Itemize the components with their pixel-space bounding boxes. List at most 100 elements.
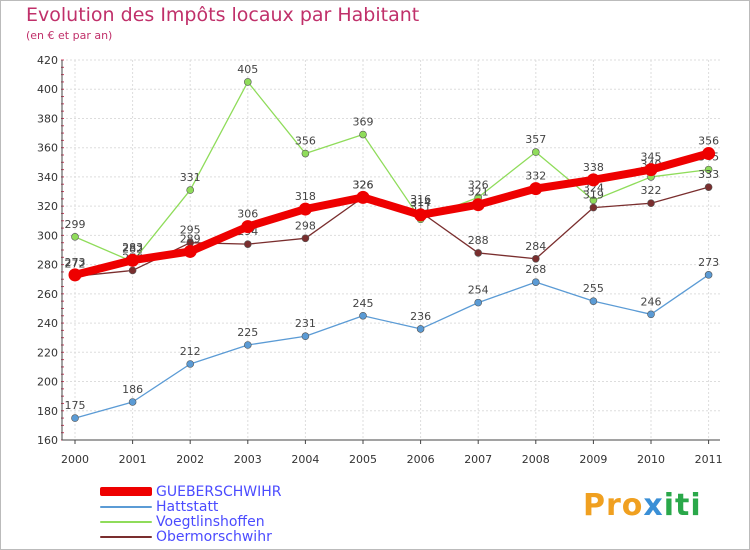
data-point bbox=[644, 163, 658, 177]
y-tick-label: 180 bbox=[37, 405, 58, 418]
data-point bbox=[301, 332, 310, 341]
x-tick-label: 2008 bbox=[522, 453, 550, 466]
legend-label: Voegtlinshoffen bbox=[156, 514, 265, 530]
data-label: 318 bbox=[295, 190, 316, 203]
data-point bbox=[359, 311, 367, 320]
data-point bbox=[244, 78, 252, 86]
data-point bbox=[186, 360, 194, 368]
data-label: 333 bbox=[698, 168, 719, 181]
x-tick-label: 2003 bbox=[234, 453, 262, 466]
y-tick-label: 400 bbox=[37, 83, 58, 96]
y-tick-label: 320 bbox=[37, 200, 58, 213]
data-point bbox=[71, 233, 79, 241]
data-label: 326 bbox=[468, 178, 489, 191]
data-label: 298 bbox=[295, 219, 316, 232]
data-label: 306 bbox=[237, 208, 258, 221]
data-point bbox=[301, 234, 310, 243]
data-label: 273 bbox=[698, 256, 719, 269]
data-label: 212 bbox=[180, 345, 201, 358]
data-label: 236 bbox=[410, 310, 431, 323]
data-label: 319 bbox=[583, 189, 604, 202]
y-tick-label: 220 bbox=[37, 346, 58, 359]
data-label: 246 bbox=[641, 295, 662, 308]
x-tick-label: 2002 bbox=[176, 453, 204, 466]
logo-part: Pro bbox=[583, 488, 644, 523]
data-point bbox=[529, 182, 543, 196]
data-point bbox=[531, 254, 540, 263]
data-point bbox=[359, 130, 367, 139]
data-point bbox=[414, 208, 428, 222]
data-label: 284 bbox=[525, 240, 546, 253]
data-label: 357 bbox=[525, 133, 546, 146]
legend-label: Hattstatt bbox=[156, 499, 219, 515]
series-line-hattstatt bbox=[74, 274, 710, 419]
data-point bbox=[416, 325, 425, 333]
data-point bbox=[71, 414, 79, 422]
y-tick-label: 160 bbox=[37, 434, 58, 447]
x-tick-label: 2001 bbox=[119, 453, 147, 466]
data-label: 225 bbox=[237, 326, 258, 339]
data-label: 268 bbox=[525, 263, 546, 276]
y-tick-label: 420 bbox=[37, 54, 58, 67]
data-point bbox=[647, 199, 655, 208]
data-point bbox=[586, 173, 600, 187]
y-tick-label: 380 bbox=[37, 112, 58, 125]
data-point bbox=[589, 297, 598, 305]
data-label: 186 bbox=[122, 383, 143, 396]
y-tick-label: 200 bbox=[37, 376, 58, 389]
data-point bbox=[589, 203, 598, 212]
y-tick-label: 280 bbox=[37, 259, 58, 272]
data-label: 356 bbox=[698, 135, 719, 148]
data-label: 288 bbox=[468, 234, 489, 247]
data-label: 326 bbox=[353, 178, 374, 191]
data-label: 295 bbox=[180, 224, 201, 237]
data-point bbox=[126, 253, 140, 267]
data-label: 314 bbox=[410, 196, 431, 209]
data-point bbox=[241, 220, 255, 234]
legend-swatch bbox=[100, 487, 152, 496]
data-label: 282 bbox=[122, 243, 143, 256]
data-point bbox=[704, 183, 713, 191]
data-label: 289 bbox=[180, 232, 201, 245]
data-point bbox=[647, 310, 655, 319]
data-label: 332 bbox=[525, 170, 546, 183]
data-point bbox=[298, 202, 312, 216]
y-tick-label: 340 bbox=[37, 171, 58, 184]
data-label: 356 bbox=[295, 135, 316, 148]
legend-swatch bbox=[100, 506, 152, 508]
data-point bbox=[531, 278, 540, 286]
logo-part: x bbox=[643, 488, 664, 523]
legend-swatch bbox=[100, 536, 152, 538]
x-tick-label: 2004 bbox=[291, 453, 319, 466]
legend-swatch bbox=[100, 521, 152, 523]
data-point bbox=[531, 148, 540, 156]
y-tick-label: 360 bbox=[37, 142, 58, 155]
data-label: 231 bbox=[295, 317, 316, 330]
data-label: 326 bbox=[353, 178, 374, 191]
legend-label: Obermorschwihr bbox=[156, 529, 272, 545]
data-label: 322 bbox=[641, 184, 662, 197]
data-label: 299 bbox=[65, 218, 86, 231]
data-point bbox=[128, 266, 137, 275]
data-point bbox=[68, 268, 82, 282]
data-label: 245 bbox=[353, 297, 374, 310]
data-label: 338 bbox=[583, 161, 604, 174]
data-label: 331 bbox=[180, 171, 201, 184]
data-label: 273 bbox=[65, 256, 86, 269]
data-label: 283 bbox=[122, 241, 143, 254]
data-label: 254 bbox=[468, 284, 489, 297]
data-point bbox=[356, 190, 370, 204]
data-label: 321 bbox=[468, 186, 489, 199]
data-label: 316 bbox=[410, 193, 431, 206]
data-point bbox=[474, 249, 483, 257]
y-tick-label: 240 bbox=[37, 317, 58, 330]
data-label: 255 bbox=[583, 282, 604, 295]
x-tick-label: 2011 bbox=[695, 453, 723, 466]
x-tick-label: 2009 bbox=[579, 453, 607, 466]
series-line-voegtlinshoffen bbox=[74, 81, 710, 263]
x-tick-label: 2006 bbox=[407, 453, 435, 466]
x-tick-label: 2000 bbox=[61, 453, 89, 466]
x-tick-label: 2005 bbox=[349, 453, 377, 466]
data-label: 369 bbox=[353, 116, 374, 129]
chart-subtitle: (en € et par an) bbox=[26, 29, 113, 42]
